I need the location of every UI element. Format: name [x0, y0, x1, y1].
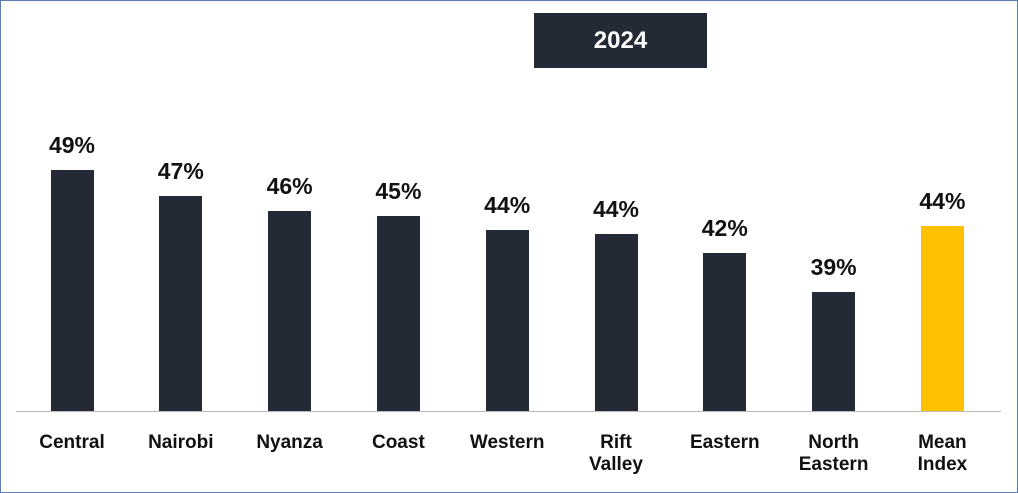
bar	[594, 234, 638, 411]
x-tick-label: Nyanza	[256, 432, 323, 453]
value-label: 46%	[266, 172, 313, 199]
x-tick-label: Mean Index	[917, 432, 968, 475]
bar	[703, 253, 747, 411]
x-tick-label: Nairobi	[148, 432, 214, 453]
bar	[485, 229, 529, 411]
bar	[376, 216, 420, 411]
value-label: 44%	[592, 196, 640, 223]
x-tick-label: Central	[39, 432, 105, 453]
value-label: 42%	[701, 215, 748, 242]
value-label: 49%	[48, 131, 96, 158]
x-tick-label: North Eastern	[798, 432, 869, 475]
x-axis-line	[16, 411, 1001, 412]
value-label: 44%	[484, 191, 531, 218]
bar	[159, 196, 203, 411]
value-label: 44%	[919, 188, 966, 215]
bar	[268, 210, 312, 411]
value-label: 39%	[810, 253, 857, 280]
bar	[50, 169, 94, 411]
value-label: 45%	[375, 178, 422, 205]
x-tick-label: Eastern	[689, 432, 760, 453]
bar	[812, 291, 856, 411]
x-tick-label: Coast	[371, 432, 425, 453]
bar	[920, 226, 964, 411]
value-label: 47%	[157, 158, 204, 185]
x-tick-label: Rift Valley	[589, 432, 643, 475]
x-tick-label: Western	[469, 432, 545, 453]
chart-title: 2024	[534, 13, 707, 68]
